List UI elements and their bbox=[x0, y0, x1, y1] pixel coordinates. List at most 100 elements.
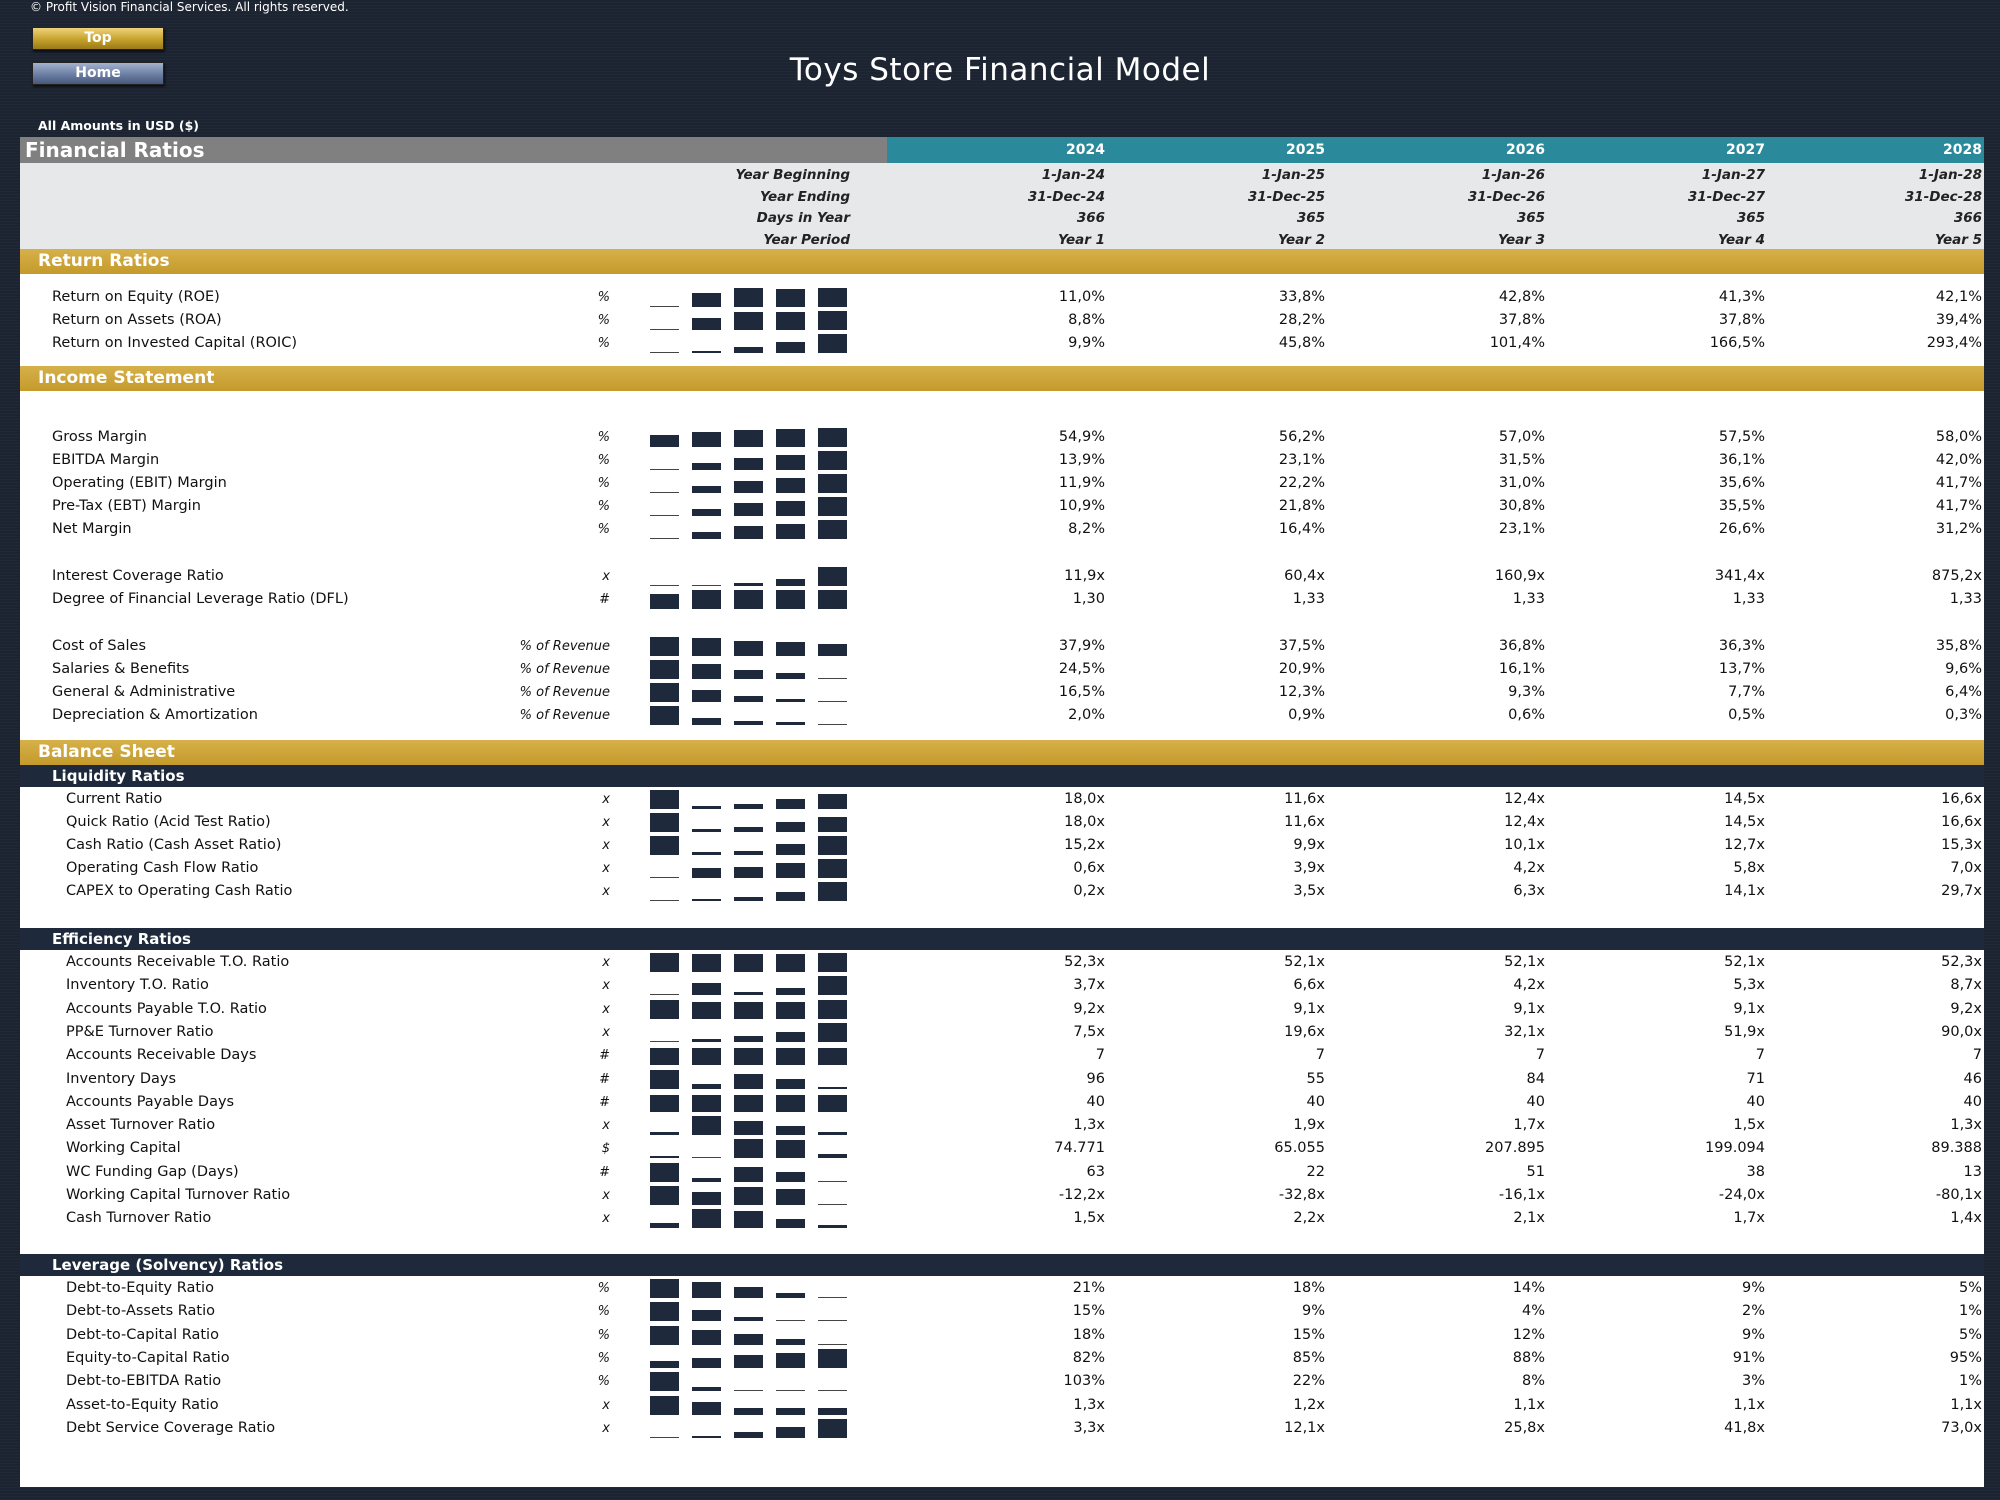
table-row: Debt-to-Capital Ratio% 18% 15% 12% 9% 5% bbox=[20, 1324, 1984, 1347]
ratio-value: 23,1% bbox=[1498, 521, 1545, 537]
sparkline-bar bbox=[650, 999, 679, 1019]
sparkline-bar bbox=[776, 799, 805, 809]
period-info-value: 1-Jan-28 bbox=[1918, 167, 1982, 183]
ratio-unit: x bbox=[602, 861, 610, 876]
sparkline-bar bbox=[818, 451, 847, 470]
sparkline-bar bbox=[734, 1317, 763, 1322]
year-header-2028: 2028 bbox=[1943, 142, 1982, 158]
ratio-value: 18,0x bbox=[1064, 791, 1105, 807]
ratio-value: 36,3% bbox=[1718, 638, 1765, 654]
ratio-value: 42,8% bbox=[1498, 289, 1545, 305]
ratio-value: 6,6x bbox=[1293, 977, 1325, 994]
ratio-value: 9,6% bbox=[1945, 661, 1982, 677]
ratio-label: Salaries & Benefits bbox=[52, 661, 190, 677]
sparkline-bar bbox=[776, 722, 805, 725]
sparkline-bar bbox=[734, 992, 763, 996]
ratio-value: 11,6x bbox=[1284, 791, 1325, 807]
table-row: Asset-to-Equity Ratio x 1,3x 1,2x 1,1x 1,1x 1,… bbox=[20, 1394, 1984, 1417]
ratio-value: 9,2x bbox=[1950, 1000, 1982, 1017]
sparkline-bar bbox=[650, 637, 679, 656]
sparkline-bar bbox=[818, 999, 847, 1019]
ratio-value: 101,4% bbox=[1489, 335, 1545, 351]
sparkline-bar bbox=[692, 1177, 721, 1182]
ratio-value: -80,1x bbox=[1935, 1187, 1982, 1203]
ratio-value: 42,1% bbox=[1935, 289, 1982, 305]
sparkline bbox=[650, 1114, 850, 1137]
sparkline-bar bbox=[734, 1139, 763, 1159]
ratio-label: Cost of Sales bbox=[52, 638, 147, 654]
sparkline-bar bbox=[818, 701, 847, 702]
ratio-value: 52,3x bbox=[1941, 954, 1982, 970]
sparkline-bar bbox=[818, 1094, 847, 1112]
sparkline-bar bbox=[776, 1171, 805, 1182]
period-info-label: Year Period bbox=[763, 231, 850, 248]
table-row: Gross Margin% 54,9% 56,2% 57,0% 57,5% 58,0% bbox=[20, 426, 1984, 449]
ratio-value: 14,1x bbox=[1724, 883, 1765, 899]
ratio-value: 74.771 bbox=[1054, 1140, 1105, 1157]
ratio-value: 33,8% bbox=[1278, 289, 1325, 305]
home-button[interactable]: Home bbox=[32, 62, 164, 85]
ratio-value: 1% bbox=[1958, 1303, 1982, 1320]
sparkline bbox=[650, 472, 850, 495]
ratio-value: 95% bbox=[1949, 1349, 1982, 1366]
ratio-unit: x bbox=[602, 1420, 610, 1436]
sparkline-bar bbox=[650, 1372, 679, 1392]
sparkline-bar bbox=[692, 1192, 721, 1205]
period-info-value: 366 bbox=[1076, 210, 1105, 226]
sparkline-bar bbox=[734, 458, 763, 470]
table-row: Cost of Sales % of Revenue 37,9% 37,5% 36,8%… bbox=[20, 635, 1984, 658]
sparkline-bar bbox=[650, 1048, 679, 1066]
sparkline bbox=[650, 1394, 850, 1417]
sparkline-bar bbox=[734, 347, 763, 353]
ratio-unit: % bbox=[597, 290, 610, 305]
year-header-2026: 2026 bbox=[1506, 142, 1545, 158]
ratio-value: 25,8x bbox=[1504, 1419, 1545, 1436]
sparkline-bar bbox=[818, 1390, 847, 1392]
sparkline-bar bbox=[776, 524, 805, 539]
sparkline-bar bbox=[692, 852, 721, 855]
top-button[interactable]: Top bbox=[32, 27, 164, 50]
period-info-value: Year 3 bbox=[1497, 231, 1545, 248]
ratio-value: 90,0x bbox=[1941, 1023, 1982, 1040]
ratio-value: 9% bbox=[1741, 1280, 1765, 1296]
sparkline-bar bbox=[734, 1431, 763, 1438]
table-row: Accounts Payable T.O. Ratio x 9,2x 9,1x 9,1x… bbox=[20, 998, 1984, 1021]
ratio-unit: x bbox=[602, 1211, 610, 1227]
sparkline-bar bbox=[776, 988, 805, 996]
period-info-value: Year 2 bbox=[1277, 231, 1325, 248]
sparkline-bar bbox=[818, 794, 847, 809]
ratio-label: Equity-to-Capital Ratio bbox=[66, 1349, 230, 1366]
sparkline-bar bbox=[734, 1035, 763, 1042]
ratio-value: 5,8x bbox=[1733, 860, 1765, 876]
sparkline-bar bbox=[734, 641, 763, 656]
ratio-value: 35,6% bbox=[1718, 475, 1765, 491]
ratio-value: 1,3x bbox=[1950, 1117, 1982, 1134]
sparkline-bar bbox=[734, 1287, 763, 1298]
ratio-value: 15% bbox=[1072, 1303, 1105, 1320]
sparkline-bar bbox=[776, 429, 805, 447]
ratio-label: Return on Invested Capital (ROIC) bbox=[52, 335, 297, 351]
sparkline-bar bbox=[650, 994, 679, 996]
ratio-value: 1,5x bbox=[1073, 1210, 1105, 1227]
sparkline-bar bbox=[650, 790, 679, 809]
period-info-value: 1-Jan-25 bbox=[1261, 167, 1325, 183]
ratio-value: 12,1x bbox=[1284, 1419, 1325, 1436]
ratio-value: 46 bbox=[1963, 1070, 1982, 1087]
ratio-value: 30,8% bbox=[1498, 498, 1545, 514]
ratio-value: 41,3% bbox=[1718, 289, 1765, 305]
period-info-value: Year 4 bbox=[1717, 231, 1765, 248]
ratio-value: 160,9x bbox=[1494, 568, 1545, 584]
table-row: Debt Service Coverage Ratio x 3,3x 12,1x 25,… bbox=[20, 1417, 1984, 1440]
ratio-unit: % bbox=[597, 499, 610, 514]
ratio-value: 40 bbox=[1526, 1093, 1545, 1110]
ratio-value: 45,8% bbox=[1278, 335, 1325, 351]
period-info-value: 31-Dec-27 bbox=[1687, 188, 1765, 205]
sparkline bbox=[650, 1091, 850, 1114]
sparkline-bar bbox=[776, 642, 805, 656]
ratio-label: Debt-to-Assets Ratio bbox=[66, 1303, 215, 1320]
ratio-unit: % of Revenue bbox=[519, 685, 610, 700]
sparkline bbox=[650, 495, 850, 518]
ratio-value: 3% bbox=[1741, 1373, 1765, 1390]
section-balance-sheet: Balance Sheet bbox=[20, 740, 1984, 765]
ratio-value: 13 bbox=[1963, 1163, 1982, 1180]
